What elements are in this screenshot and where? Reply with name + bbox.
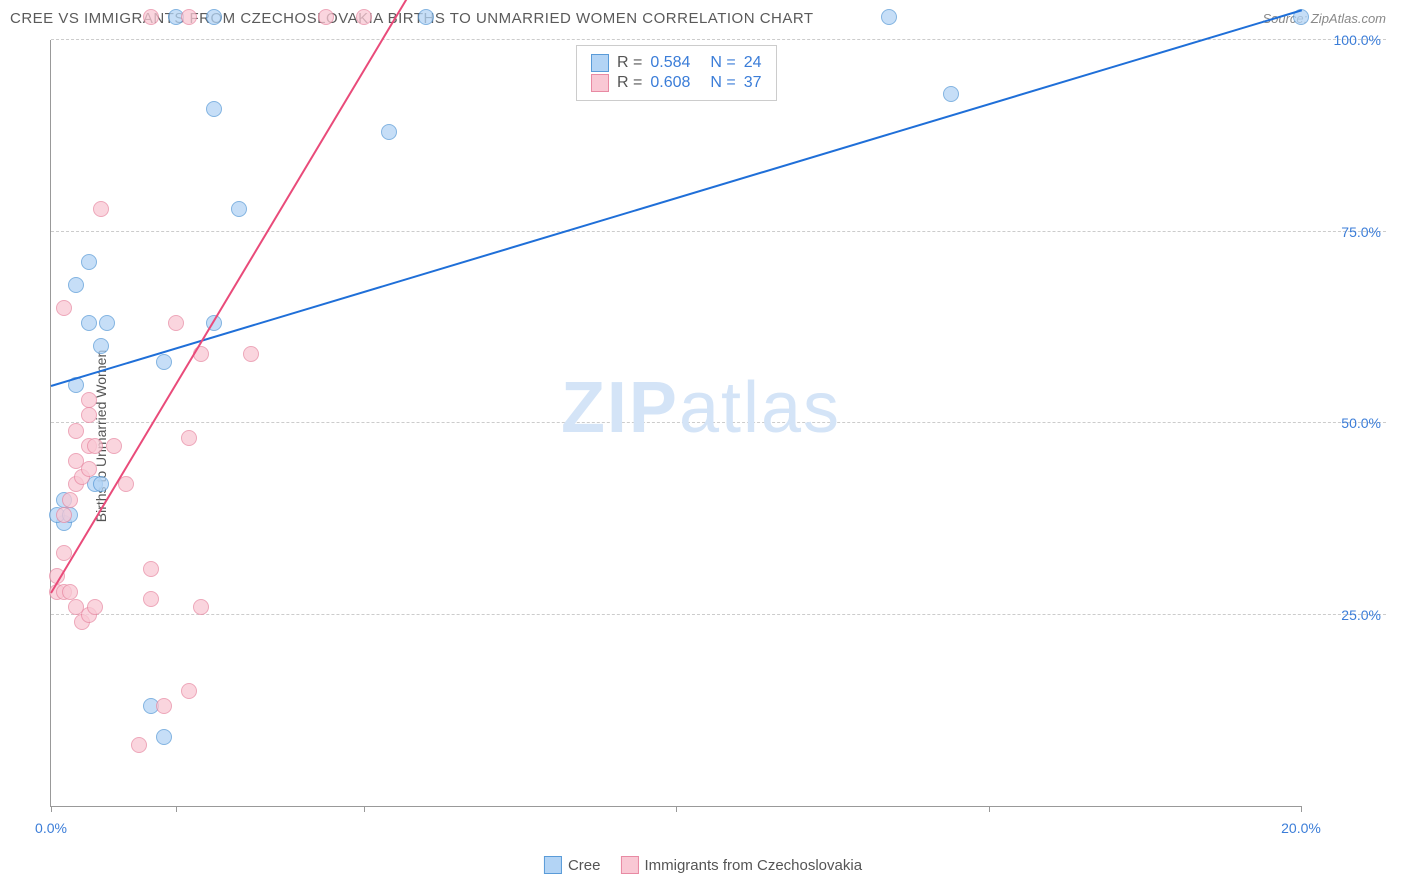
scatter-point xyxy=(418,9,434,25)
scatter-point xyxy=(156,698,172,714)
scatter-point xyxy=(206,9,222,25)
legend-swatch xyxy=(591,54,609,72)
scatter-point xyxy=(81,407,97,423)
legend-r-value: 0.608 xyxy=(650,74,690,92)
scatter-point xyxy=(81,254,97,270)
gridline-h xyxy=(51,422,1386,423)
x-tick xyxy=(176,806,177,812)
scatter-point xyxy=(243,346,259,362)
correlation-legend: R = 0.584 N = 24 R = 0.608 N = 37 xyxy=(576,45,777,101)
scatter-point xyxy=(143,9,159,25)
scatter-point xyxy=(106,438,122,454)
scatter-point xyxy=(131,737,147,753)
y-tick-label: 25.0% xyxy=(1341,607,1381,623)
scatter-point xyxy=(181,9,197,25)
chart-title: CREE VS IMMIGRANTS FROM CZECHOSLOVAKIA B… xyxy=(10,10,814,27)
x-tick xyxy=(676,806,677,812)
legend-swatch xyxy=(544,856,562,874)
x-tick xyxy=(1301,806,1302,812)
x-tick xyxy=(51,806,52,812)
scatter-point xyxy=(318,9,334,25)
y-tick-label: 50.0% xyxy=(1341,415,1381,431)
scatter-point xyxy=(56,507,72,523)
scatter-point xyxy=(87,438,103,454)
legend-r-label: R = xyxy=(617,54,642,72)
scatter-point xyxy=(93,201,109,217)
legend-r-label: R = xyxy=(617,74,642,92)
gridline-h xyxy=(51,39,1386,40)
scatter-point xyxy=(231,201,247,217)
x-tick-label: 0.0% xyxy=(35,820,67,836)
scatter-point xyxy=(81,461,97,477)
scatter-point xyxy=(143,591,159,607)
legend-row: R = 0.608 N = 37 xyxy=(591,74,762,92)
scatter-point xyxy=(156,729,172,745)
scatter-point xyxy=(81,315,97,331)
scatter-point xyxy=(87,599,103,615)
scatter-point xyxy=(381,124,397,140)
scatter-point xyxy=(93,476,109,492)
scatter-point xyxy=(181,683,197,699)
legend-n-value: 37 xyxy=(744,74,762,92)
scatter-point xyxy=(62,492,78,508)
scatter-point xyxy=(193,599,209,615)
scatter-point xyxy=(206,101,222,117)
series-name: Cree xyxy=(568,857,601,874)
scatter-point xyxy=(81,392,97,408)
bottom-legend-item: Cree xyxy=(544,856,601,874)
scatter-point xyxy=(168,315,184,331)
x-tick xyxy=(989,806,990,812)
scatter-point xyxy=(943,86,959,102)
scatter-point xyxy=(62,584,78,600)
gridline-h xyxy=(51,614,1386,615)
scatter-point xyxy=(143,561,159,577)
y-tick-label: 100.0% xyxy=(1334,32,1381,48)
scatter-point xyxy=(68,277,84,293)
scatter-point xyxy=(99,315,115,331)
trend-line xyxy=(50,0,415,594)
legend-r-value: 0.584 xyxy=(650,54,690,72)
legend-swatch xyxy=(591,74,609,92)
watermark: ZIPatlas xyxy=(561,367,841,449)
legend-row: R = 0.584 N = 24 xyxy=(591,54,762,72)
x-tick xyxy=(364,806,365,812)
chart-container: Births to Unmarried Women ZIPatlas R =0.… xyxy=(50,40,1386,832)
legend-swatch xyxy=(620,856,638,874)
scatter-point xyxy=(881,9,897,25)
scatter-point xyxy=(56,300,72,316)
x-tick-label: 20.0% xyxy=(1281,820,1321,836)
scatter-point xyxy=(156,354,172,370)
source-label: Source: ZipAtlas.com xyxy=(1262,11,1386,26)
series-name: Immigrants from Czechoslovakia xyxy=(644,857,862,874)
gridline-h xyxy=(51,231,1386,232)
y-tick-label: 75.0% xyxy=(1341,224,1381,240)
scatter-point xyxy=(68,423,84,439)
legend-n-value: 24 xyxy=(744,54,762,72)
plot-area: ZIPatlas R =0.584N =24R =0.608N =37 25.0… xyxy=(50,40,1301,807)
legend-n-label: N = xyxy=(710,54,735,72)
legend-n-label: N = xyxy=(710,74,735,92)
series-legend: Cree Immigrants from Czechoslovakia xyxy=(544,856,862,874)
scatter-point xyxy=(181,430,197,446)
scatter-point xyxy=(356,9,372,25)
scatter-point xyxy=(93,338,109,354)
bottom-legend-item: Immigrants from Czechoslovakia xyxy=(620,856,862,874)
